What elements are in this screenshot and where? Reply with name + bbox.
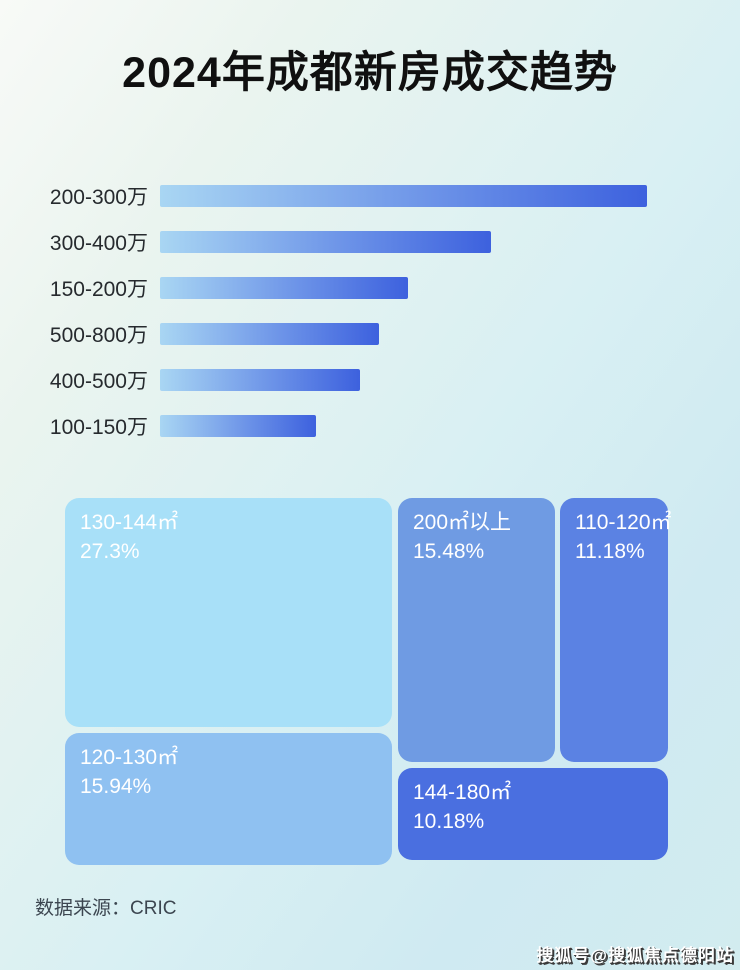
bar-label: 400-500万: [49, 370, 148, 393]
bar-label: 100-150万: [49, 416, 148, 439]
bar-fill: [160, 185, 647, 207]
treemap-block-130-144: 130-144㎡ 27.3%: [65, 498, 392, 727]
bar-fill: [160, 277, 409, 299]
watermark-text: 搜狐号@搜狐焦点德阳站: [536, 946, 734, 965]
treemap-block-200-plus: 200㎡以上 15.48%: [398, 498, 555, 762]
bar-label: 150-200万: [49, 278, 148, 301]
bar-fill: [160, 415, 316, 437]
treemap-block-label: 144-180㎡: [413, 781, 512, 804]
bar-row: 100-150万: [23, 415, 703, 439]
treemap-block-label: 130-144㎡: [80, 511, 179, 534]
area-treemap: 130-144㎡ 27.3% 120-130㎡ 15.94% 200㎡以上 15…: [65, 498, 672, 865]
bar-track: [160, 369, 647, 391]
treemap-block-120-130: 120-130㎡ 15.94%: [65, 733, 392, 865]
treemap-block-144-180: 144-180㎡ 10.18%: [398, 768, 668, 860]
bar-label: 200-300万: [49, 186, 148, 209]
page-title: 2024年成都新房成交趋势: [122, 49, 618, 97]
bar-row: 200-300万: [23, 185, 703, 209]
treemap-block-label: 110-120㎡: [575, 511, 672, 534]
treemap-block-value: 27.3%: [80, 540, 140, 564]
bar-track: [160, 185, 647, 207]
treemap-block-110-120: 110-120㎡ 11.18%: [560, 498, 672, 762]
treemap-block-value: 10.18%: [413, 810, 485, 834]
bar-track: [160, 277, 647, 299]
bar-track: [160, 415, 647, 437]
bar-track: [160, 323, 647, 345]
treemap-block-value: 15.94%: [80, 775, 152, 799]
bar-row: 500-800万: [23, 323, 703, 347]
treemap-block-value: 15.48%: [413, 540, 485, 564]
bar-row: 400-500万: [23, 369, 703, 393]
bar-row: 300-400万: [23, 231, 703, 255]
bar-row: 150-200万: [23, 277, 703, 301]
treemap-block-label: 200㎡以上: [413, 511, 512, 534]
bar-fill: [160, 369, 360, 391]
bar-label: 500-800万: [49, 324, 148, 347]
treemap-block-label: 120-130㎡: [80, 746, 179, 769]
bar-fill: [160, 231, 492, 253]
treemap-block-value: 11.18%: [575, 540, 645, 564]
data-source-text: 数据来源：CRIC: [35, 898, 177, 919]
bar-label: 300-400万: [49, 232, 148, 255]
bar-fill: [160, 323, 380, 345]
price-bar-chart: 200-300万 300-400万 150-200万 500-800万 400-…: [23, 185, 703, 461]
bar-track: [160, 231, 647, 253]
